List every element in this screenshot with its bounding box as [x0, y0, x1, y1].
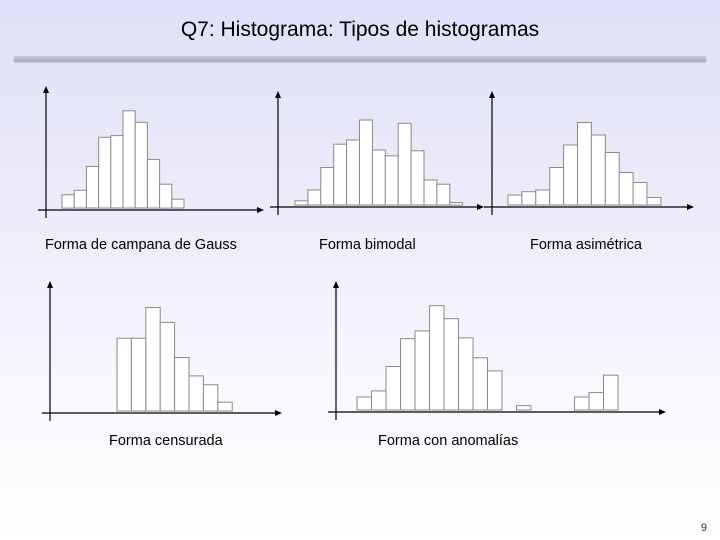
- caption-asimetrica: Forma asimétrica: [530, 237, 642, 253]
- histogram-bar: [385, 366, 401, 411]
- y-axis-arrow: [275, 91, 281, 98]
- caption-anomalias: Forma con anomalías: [378, 433, 519, 449]
- histogram-bar: [159, 183, 173, 209]
- histogram-bar: [371, 390, 387, 411]
- histogram-bar: [217, 401, 233, 412]
- histogram-bar: [574, 396, 590, 411]
- y-axis-arrow: [47, 281, 53, 288]
- x-axis-arrow: [257, 207, 264, 213]
- caption-censurada: Forma censurada: [109, 433, 223, 449]
- x-axis-arrow: [477, 204, 484, 210]
- y-axis-arrow: [489, 91, 495, 98]
- histogram-bar: [646, 197, 662, 206]
- x-axis-arrow: [275, 410, 282, 416]
- histogram-bar: [443, 318, 459, 411]
- histogram-bar: [356, 396, 372, 411]
- histogram-bar: [472, 357, 488, 411]
- histogram-bar: [588, 392, 604, 411]
- histogram-bar: [410, 150, 425, 206]
- histogram-bar: [202, 384, 219, 412]
- x-axis-arrow: [687, 204, 694, 210]
- histogram-bar: [516, 405, 532, 411]
- histogram-bar: [171, 198, 185, 209]
- histogram-bar: [449, 202, 464, 206]
- page-number: 9: [700, 522, 707, 534]
- histogram-bar: [429, 305, 445, 411]
- histogram-bar: [603, 374, 619, 411]
- histogram-bar: [436, 183, 451, 206]
- histogram-bar: [414, 330, 430, 411]
- histogram-bar: [487, 370, 503, 411]
- y-axis-arrow: [333, 281, 339, 288]
- y-axis-arrow: [43, 86, 49, 93]
- slide-title: Q7: Histograma: Tipos de histogramas: [180, 18, 540, 41]
- histogram-bar: [632, 182, 648, 206]
- caption-bimodal: Forma bimodal: [319, 237, 416, 253]
- title-divider: [14, 56, 706, 62]
- caption-gauss: Forma de campana de Gauss: [45, 237, 237, 253]
- x-axis-arrow: [659, 409, 666, 415]
- histogram-bar: [458, 337, 474, 411]
- histogram-bar: [400, 338, 416, 411]
